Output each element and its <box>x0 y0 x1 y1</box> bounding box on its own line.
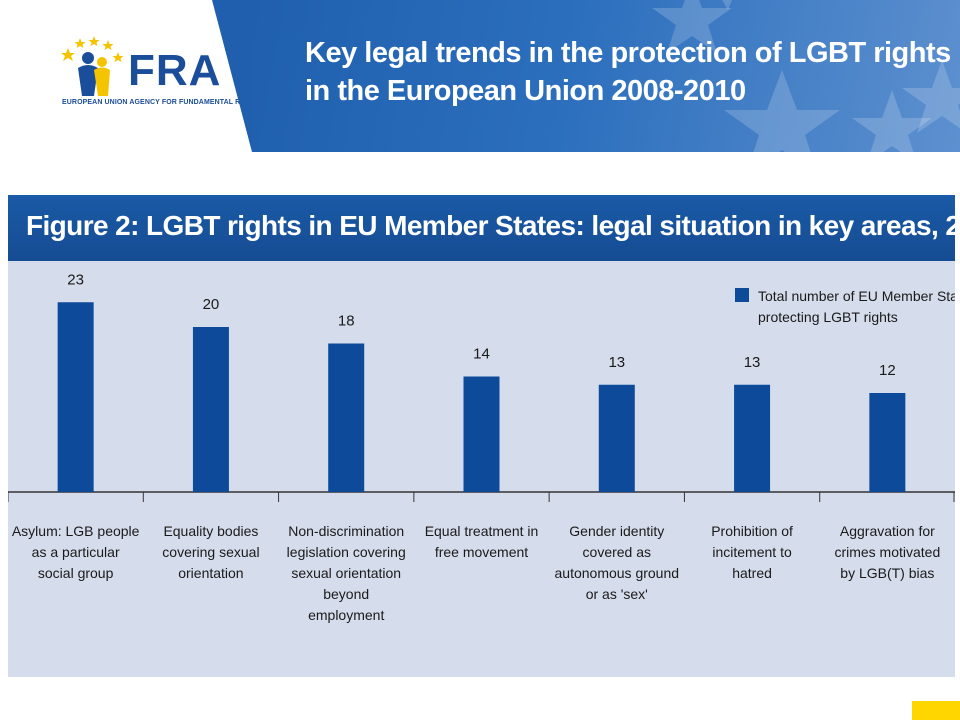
value-label-7: 12 <box>879 362 896 379</box>
category-label-5-line-3: autonomous ground <box>555 565 680 581</box>
category-label-2-line-1: Equality bodies <box>163 523 258 539</box>
figure-title: Figure 2: LGBT rights in EU Member State… <box>26 210 960 241</box>
bar-2 <box>192 327 229 492</box>
category-label-1-line-3: social group <box>38 565 114 581</box>
value-label-5: 13 <box>608 354 625 371</box>
category-label-4: Equal treatment in free movement <box>425 523 539 560</box>
category-label-6-line-1: Prohibition of <box>711 523 793 539</box>
category-label-3-line-2: legislation covering <box>287 544 406 560</box>
header-wedge-shape <box>212 0 252 152</box>
category-label-5-line-1: Gender identity <box>569 523 664 539</box>
category-label-2-line-3: orientation <box>178 565 243 581</box>
category-label-3-line-5: employment <box>308 607 384 623</box>
category-label-7-line-2: crimes motivated <box>834 544 940 560</box>
category-label-5: Gender identity covered as autonomous grou… <box>555 523 680 602</box>
bar-1 <box>57 302 94 492</box>
bar-3 <box>328 343 365 492</box>
category-label-2-line-2: covering sexual <box>162 544 259 560</box>
bar-5 <box>598 384 635 492</box>
bar-6 <box>734 384 771 492</box>
header-band <box>252 0 960 152</box>
bar-4 <box>463 376 500 492</box>
page-title-line-2: in the European Union 2008-2010 <box>305 75 746 107</box>
category-label-3-line-4: beyond <box>323 586 369 602</box>
value-label-4: 14 <box>473 346 490 363</box>
legend-label-line-1: Total number of EU Member States <box>758 288 955 304</box>
category-label-5-line-4: or as 'sex' <box>586 586 648 602</box>
legend-label-line-2: protecting LGBT rights <box>758 309 898 325</box>
bar-chart: 23 Asylum: LGB people as a particular socia… <box>8 271 955 623</box>
category-label-7-line-3: by LGB(T) bias <box>840 565 934 581</box>
page-title-line-1: Key legal trends in the protection of LG… <box>305 37 951 69</box>
category-label-1-line-2: as a particular <box>32 544 120 560</box>
legend-label: Total number of EU Member States protecti… <box>758 288 955 325</box>
category-label-3: Non-discrimination legislation covering se… <box>287 523 406 623</box>
category-label-6-line-3: hatred <box>732 565 772 581</box>
category-label-6-line-2: incitement to <box>712 544 792 560</box>
logo-area: FRA EUROPEAN UNION AGENCY FOR FUNDAMENTA… <box>0 0 262 152</box>
value-label-6: 13 <box>744 354 761 371</box>
category-label-2: Equality bodies covering sexual orientatio… <box>162 523 259 581</box>
figure-title-bar <box>8 195 955 261</box>
bar-7 <box>869 393 906 492</box>
header-stars-decoration <box>652 0 960 152</box>
value-label-3: 18 <box>338 313 355 330</box>
category-label-7: Aggravation for crimes motivated by LGB(T)… <box>834 523 940 581</box>
category-label-7-line-1: Aggravation for <box>840 523 935 539</box>
category-label-6: Prohibition of incitement to hatred <box>711 523 793 581</box>
category-label-1: Asylum: LGB people as a particular social … <box>12 523 140 581</box>
category-label-1-line-1: Asylum: LGB people <box>12 523 140 539</box>
value-label-1: 23 <box>67 271 84 288</box>
category-label-3-line-3: sexual orientation <box>291 565 401 581</box>
value-label-2: 20 <box>203 296 220 313</box>
logo-subtitle: EUROPEAN UNION AGENCY FOR FUNDAMENTAL RI… <box>62 99 263 106</box>
logo-wordmark: FRA <box>128 46 222 95</box>
accent-block <box>912 701 960 720</box>
fra-logo-icon <box>61 36 124 96</box>
category-label-5-line-2: covered as <box>583 544 651 560</box>
page-title: Key legal trends in the protection of LG… <box>305 34 951 110</box>
category-label-4-line-2: free movement <box>435 544 528 560</box>
category-label-4-line-1: Equal treatment in <box>425 523 539 539</box>
legend-swatch <box>735 288 749 302</box>
category-label-3-line-1: Non-discrimination <box>288 523 404 539</box>
